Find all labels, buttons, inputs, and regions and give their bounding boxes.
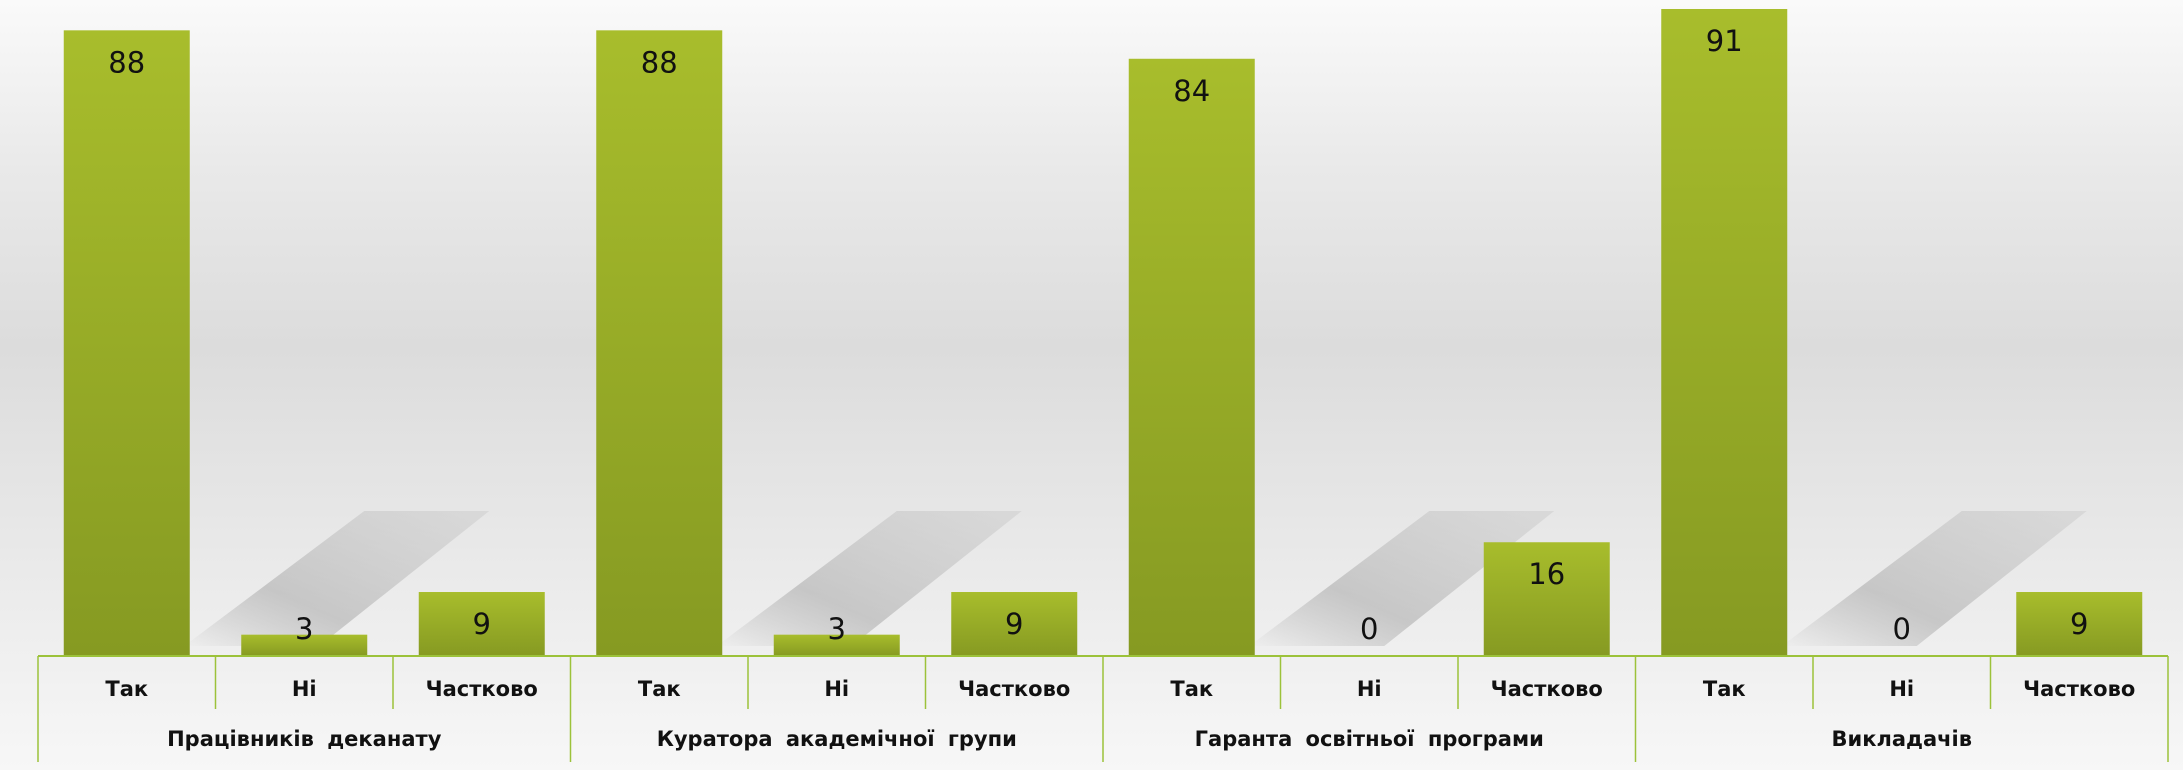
category-tick-label: Частково xyxy=(958,677,1070,701)
bar xyxy=(773,634,900,656)
category-tick-label: Частково xyxy=(1491,677,1603,701)
bar xyxy=(1128,58,1255,657)
data-label: 91 xyxy=(1706,24,1743,58)
data-label: 0 xyxy=(1360,612,1378,646)
category-tick-label: Частково xyxy=(2023,677,2135,701)
category-tick-label: Ні xyxy=(1357,677,1382,701)
category-tick-label: Так xyxy=(105,677,148,701)
category-tick-label: Так xyxy=(638,677,681,701)
group-label: Гаранта освітньої програми xyxy=(1195,727,1544,751)
data-label: 3 xyxy=(295,612,313,646)
category-tick-label: Частково xyxy=(426,677,538,701)
category-tick-label: Ні xyxy=(292,677,317,701)
labels: 88 Так 3 Ні 9 Частково Працівників деканату 88 Т… xyxy=(105,24,2135,751)
bar-shadow xyxy=(1781,511,2087,646)
data-label: 9 xyxy=(1005,607,1023,641)
bar xyxy=(1661,9,1788,656)
data-label: 84 xyxy=(1173,74,1210,108)
bar xyxy=(951,592,1078,656)
bars xyxy=(63,9,2143,657)
data-label: 9 xyxy=(473,607,491,641)
data-label: 3 xyxy=(828,612,846,646)
bar-shadows xyxy=(184,511,2087,646)
category-tick-label: Ні xyxy=(1889,677,1914,701)
group-label: Куратора академічної групи xyxy=(657,727,1017,751)
bar-shadow xyxy=(1249,511,1555,646)
data-label: 0 xyxy=(1893,612,1911,646)
data-label: 88 xyxy=(108,45,145,79)
bar xyxy=(596,30,723,657)
data-label: 9 xyxy=(2070,607,2088,641)
bar-shadow xyxy=(716,511,1022,646)
group-label: Працівників деканату xyxy=(167,727,442,751)
category-tick-label: Так xyxy=(1170,677,1213,701)
group-label: Викладачів xyxy=(1831,727,1972,751)
bar xyxy=(241,634,368,656)
data-label: 88 xyxy=(641,45,678,79)
bar xyxy=(2016,592,2143,656)
category-tick-label: Так xyxy=(1703,677,1746,701)
data-label: 16 xyxy=(1528,557,1565,591)
category-axis xyxy=(37,655,2169,762)
bar xyxy=(418,592,545,656)
category-tick-label: Ні xyxy=(824,677,849,701)
bar xyxy=(63,30,190,657)
bar xyxy=(1483,542,1610,656)
bar-shadow xyxy=(184,511,490,646)
